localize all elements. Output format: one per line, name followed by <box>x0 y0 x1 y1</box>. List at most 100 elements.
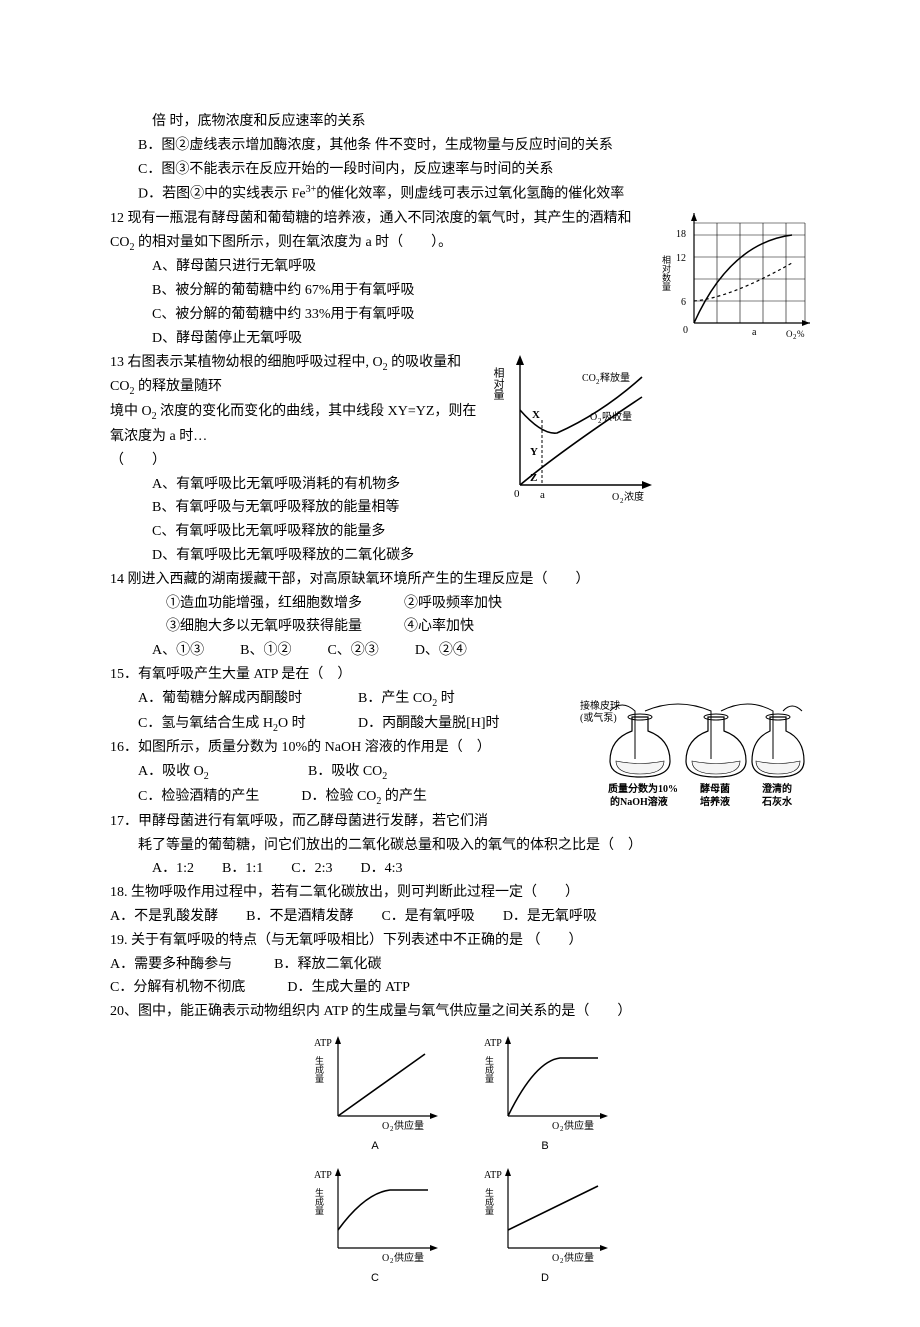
svg-text:ATP: ATP <box>484 1038 502 1049</box>
q16-apparatus: 接橡皮球 (或气泵) 质量分数为10% 的NaOH溶液 酵母菌 培养液 澄清的 … <box>580 669 810 823</box>
q13-option-c: C、有氧呼吸比无氧呼吸释放的能量多 <box>110 520 810 544</box>
q14-options-row: A、①③ B、①② C、②③ D、②④ <box>110 639 810 663</box>
q11-d-pre: D．若图②中的实线表示 Fe <box>138 187 306 202</box>
q13-option-d: D、有氧呼吸比无氧呼吸释放的二氧化碳多 <box>110 544 810 568</box>
svg-text:酵母菌: 酵母菌 <box>700 782 730 795</box>
q20-charts-top-row: ATP 生成量 O2供应量 A ATP 生成量 O2供应量 B <box>110 1036 810 1156</box>
q15-options-row2: C．氢与氧结合生成 H2O 时 D．丙酮酸大量脱[H]时 <box>110 712 572 737</box>
q14-option-c: C、②③ <box>327 639 378 663</box>
q13-l1-pre: 13 右图表示某植物幼根的细胞呼吸过程中, O <box>110 355 383 370</box>
q15-b-post: 时 <box>437 691 455 706</box>
svg-text:O: O <box>382 1253 389 1263</box>
q16-d-post: 的产生 <box>381 789 427 804</box>
svg-text:ATP: ATP <box>314 1038 332 1049</box>
svg-text:石灰水: 石灰水 <box>761 795 793 808</box>
q13-l2-pre: 境中 O <box>110 404 152 419</box>
q20-chart-d: ATP 生成量 O2供应量 D <box>480 1168 610 1288</box>
svg-text:a: a <box>752 327 757 338</box>
q20-stem: 20、图中，能正确表示动物组织内 ATP 的生成量与氧气供应量之间关系的是（ ） <box>110 1000 810 1024</box>
q17-stem-line2: 耗了等量的葡萄糖，问它们放出的二氧化碳总量和吸入的氧气的体积之比是（ ） <box>110 834 810 858</box>
svg-text:Y: Y <box>530 446 538 458</box>
q19-options-row2: C．分解有机物不彻底 D．生成大量的 ATP <box>110 976 810 1000</box>
q14-option-a: A、①③ <box>152 639 204 663</box>
svg-text:相对数量: 相对数量 <box>661 254 671 291</box>
q18-stem: 18. 生物呼吸作用过程中，若有二氧化碳放出，则可判断此过程一定（ ） <box>110 881 810 905</box>
svg-text:CO: CO <box>582 373 596 384</box>
q14-circ1: ①造血功能增强，红细胞数增多 <box>166 596 362 611</box>
svg-text:供应量: 供应量 <box>564 1119 594 1131</box>
q16-option-b: B．吸收 CO2 <box>308 760 387 785</box>
q14-option-d: D、②④ <box>415 639 467 663</box>
svg-text:Z: Z <box>530 472 537 484</box>
svg-text:O: O <box>590 412 597 423</box>
q14-circ3: ③细胞大多以无氧呼吸获得能量 <box>166 619 362 634</box>
svg-text:X: X <box>532 409 540 421</box>
svg-text:相对量: 相对量 <box>492 366 505 399</box>
q18-option-b: B．不是酒精发酵 <box>246 909 353 924</box>
q12-graph: 18 12 6 0 a O2% 相对数量 <box>660 213 810 352</box>
svg-text:供应量: 供应量 <box>394 1251 424 1263</box>
q13-l1-post: 的释放量随环 <box>134 379 222 394</box>
q17-option-c: C．2:3 <box>291 861 332 876</box>
svg-text:释放量: 释放量 <box>600 371 630 384</box>
q15-c-post: O 时 <box>278 716 306 731</box>
q17-option-b: B．1:1 <box>222 861 263 876</box>
q11-option-d: D．若图②中的实线表示 Fe3+的催化效率，则虚线可表示过氧化氢酶的催化效率 <box>110 181 810 206</box>
q17-option-d: D．4:3 <box>360 861 402 876</box>
q18-options-row: A．不是乳酸发酵 B．不是酒精发酵 C．是有氧呼吸 D．是无氧呼吸 <box>110 905 810 929</box>
q12-stem-post: 的相对量如下图所示，则在氧浓度为 a 时（ ）。 <box>134 235 452 250</box>
svg-text:质量分数为10%: 质量分数为10% <box>608 782 678 795</box>
q15-option-a: A．葡萄糖分解成丙酮酸时 <box>138 687 338 712</box>
svg-text:澄清的: 澄清的 <box>762 782 792 795</box>
q18-option-a: A．不是乳酸发酵 <box>110 909 218 924</box>
q18-option-c: C．是有氧呼吸 <box>381 909 474 924</box>
q20-label-b: B <box>541 1137 548 1156</box>
svg-text:吸收量: 吸收量 <box>602 410 632 423</box>
q19-option-a: A．需要多种酶参与 <box>110 957 232 972</box>
q17-option-a: A．1:2 <box>152 861 194 876</box>
q16-b-sub: 2 <box>382 771 387 782</box>
q13-stem-line3: （ ） <box>110 449 810 473</box>
svg-text:的NaOH溶液: 的NaOH溶液 <box>610 795 668 808</box>
svg-text:0: 0 <box>514 488 520 500</box>
q15-option-d: D．丙酮酸大量脱[H]时 <box>358 712 500 737</box>
continuation-line: 倍 时，底物浓度和反应速率的关系 <box>110 110 810 134</box>
svg-text:(或气泵): (或气泵) <box>580 711 617 724</box>
q11-d-sup: 3+ <box>306 184 317 195</box>
q13-option-a: A、有氧呼吸比无氧呼吸消耗的有机物多 <box>110 473 810 497</box>
q19-options-row1: A．需要多种酶参与 B．释放二氧化碳 <box>110 953 810 977</box>
svg-text:O: O <box>786 329 793 339</box>
svg-text:ATP: ATP <box>314 1170 332 1181</box>
q14-circ4: ④心率加快 <box>404 619 474 634</box>
svg-text:O: O <box>552 1121 559 1131</box>
svg-text:O: O <box>552 1253 559 1263</box>
svg-text:0: 0 <box>683 325 688 336</box>
q17-options-row: A．1:2 B．1:1 C．2:3 D．4:3 <box>110 857 810 881</box>
svg-text:%: % <box>797 329 805 339</box>
q19-option-c: C．分解有机物不彻底 <box>110 980 245 995</box>
svg-text:培养液: 培养液 <box>700 795 730 808</box>
svg-text:ATP: ATP <box>484 1170 502 1181</box>
q16-option-a: A．吸收 O2 <box>138 760 288 785</box>
svg-text:O: O <box>382 1121 389 1131</box>
q14-stem: 14 刚进入西藏的湖南援藏干部，对高原缺氧环境所产生的生理反应是（ ） <box>110 568 810 592</box>
q16-option-c: C．检验酒精的产生 <box>138 789 259 804</box>
q16-options-row1: A．吸收 O2 B．吸收 CO2 <box>110 760 572 785</box>
q15-b-pre: B．产生 CO <box>358 691 432 706</box>
q19-option-b: B．释放二氧化碳 <box>274 957 381 972</box>
q19-option-d: D．生成大量的 ATP <box>287 980 410 995</box>
svg-text:生成量: 生成量 <box>484 1187 494 1215</box>
q15-option-c: C．氢与氧结合生成 H2O 时 <box>138 712 338 737</box>
q14-circ-line2: ③细胞大多以无氧呼吸获得能量 ④心率加快 <box>110 615 810 639</box>
q11-option-c: C．图③不能表示在反应开始的一段时间内，反应速率与时间的关系 <box>110 158 810 182</box>
svg-text:生成量: 生成量 <box>314 1187 324 1215</box>
svg-text:a: a <box>540 489 545 501</box>
q13-graph: X Y Z 0 a 相对量 CO2释放量 O2吸收量 O2浓度 <box>492 355 652 514</box>
q13-l2-post: 浓度的变化而变化的曲线，其中线段 XY=YZ，则在氧浓度为 a 时… <box>110 404 476 444</box>
q20-chart-a: ATP 生成量 O2供应量 A <box>310 1036 440 1156</box>
svg-text:接橡皮球: 接橡皮球 <box>580 699 620 712</box>
q16-a-pre: A．吸收 O <box>138 764 204 779</box>
q19-stem: 19. 关于有氧呼吸的特点（与无氧呼吸相比）下列表述中不正确的是 （ ） <box>110 929 810 953</box>
q20-chart-b: ATP 生成量 O2供应量 B <box>480 1036 610 1156</box>
svg-text:18: 18 <box>676 229 686 240</box>
